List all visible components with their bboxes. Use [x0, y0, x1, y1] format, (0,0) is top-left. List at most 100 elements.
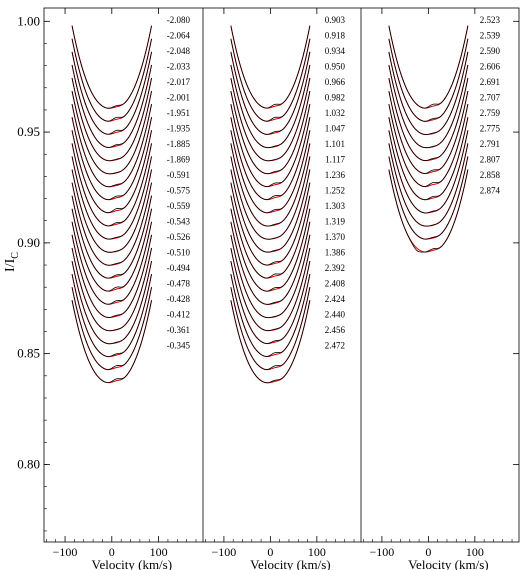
- panel-frames: [43, 7, 520, 543]
- phase-label: 1.047: [325, 124, 346, 134]
- phase-label: 2.590: [480, 46, 501, 56]
- model-profile: [230, 260, 311, 345]
- phase-label: -0.543: [167, 217, 191, 227]
- phase-labels: -2.080 -2.064 -2.048 -2.033 -2.017 -2.001 -1.9…: [167, 15, 501, 351]
- phase-label: 1.252: [325, 186, 345, 196]
- observed-profile: [230, 195, 311, 279]
- observed-profile: [71, 51, 152, 135]
- observed-profile: [71, 117, 152, 201]
- phase-label: 1.303: [325, 201, 346, 211]
- y-tick-label: 1.00: [17, 13, 40, 28]
- observed-profile: [71, 274, 152, 358]
- phase-label: -0.478: [167, 279, 191, 289]
- observed-profile: [230, 25, 311, 109]
- y-axis-label: I/IC: [3, 252, 21, 272]
- observed-profile: [230, 300, 311, 384]
- model-profile: [71, 104, 153, 188]
- model-profile: [388, 38, 469, 122]
- phase-label: 2.791: [480, 139, 500, 149]
- y-tick-label: 0.90: [17, 235, 40, 250]
- observed-profile: [388, 64, 469, 149]
- phase-label: 2.523: [480, 15, 501, 25]
- observed-profile: [71, 77, 152, 162]
- phase-label: 2.539: [480, 31, 501, 41]
- phase-label: -0.428: [167, 294, 191, 304]
- observed-profile: [230, 64, 311, 149]
- phase-label: 2.759: [480, 108, 501, 118]
- phase-label: -2.033: [167, 62, 191, 72]
- observed-profile: [71, 130, 152, 214]
- model-profile: [71, 130, 153, 214]
- observed-profile: [388, 130, 469, 214]
- phase-label: 2.424: [325, 294, 346, 304]
- phase-label: 2.440: [325, 310, 346, 320]
- model-profile: [388, 104, 469, 188]
- model-profile: [230, 182, 311, 266]
- x-axis-label: Velocity (km/s): [408, 557, 489, 570]
- y-tick-label: 0.85: [17, 346, 40, 361]
- x-tick-label: −100: [53, 545, 78, 559]
- model-profile: [388, 169, 469, 253]
- phase-label: 0.903: [325, 15, 346, 25]
- model-profile: [230, 195, 311, 279]
- line-profiles: [71, 25, 469, 384]
- phase-label: 2.874: [480, 186, 501, 196]
- model-profile: [71, 287, 153, 371]
- phase-label: 2.691: [480, 77, 500, 87]
- model-profile: [71, 300, 153, 384]
- observed-profile: [71, 169, 152, 253]
- observed-profile: [71, 64, 152, 148]
- model-profile: [230, 130, 311, 214]
- phase-label: -0.412: [167, 310, 190, 320]
- observed-profile: [71, 195, 152, 279]
- observed-profile: [71, 38, 152, 122]
- model-profile: [71, 64, 153, 148]
- phase-label: 2.807: [480, 155, 501, 165]
- model-profile: [230, 274, 311, 358]
- phase-label: 0.918: [325, 31, 346, 41]
- model-profile: [388, 90, 469, 175]
- observed-profile: [230, 221, 311, 305]
- observed-profile: [71, 143, 152, 227]
- model-profile: [388, 77, 469, 162]
- observed-profile: [71, 234, 152, 318]
- observed-profile: [388, 91, 469, 174]
- phase-label: -1.951: [167, 108, 190, 118]
- phase-label: 1.032: [325, 108, 345, 118]
- observed-profile: [388, 117, 469, 201]
- phase-label: 1.236: [325, 170, 346, 180]
- model-profile: [230, 51, 311, 135]
- phase-label: -0.591: [167, 170, 190, 180]
- x-tick-label: 0: [109, 545, 115, 559]
- model-profile: [388, 130, 469, 214]
- observed-profile: [230, 169, 311, 253]
- observed-profile: [388, 104, 469, 187]
- observed-profile: [230, 260, 311, 344]
- observed-profile: [71, 300, 152, 384]
- observed-profile: [230, 77, 311, 162]
- phase-label: 0.966: [325, 77, 346, 87]
- x-tick-label: 0: [267, 545, 273, 559]
- model-profile: [230, 90, 311, 175]
- model-profile: [71, 195, 153, 279]
- phase-label: -2.048: [167, 46, 191, 56]
- observed-profile: [230, 104, 311, 187]
- observed-profile: [71, 182, 152, 266]
- model-profile: [388, 25, 469, 109]
- observed-profile: [230, 287, 311, 370]
- model-profile: [388, 117, 469, 201]
- model-profile: [71, 25, 153, 109]
- observed-profile: [71, 287, 152, 370]
- phase-label: -0.361: [167, 325, 190, 335]
- model-profile: [230, 300, 311, 384]
- model-profile: [230, 38, 311, 122]
- y-axis-label-subscript: C: [10, 252, 21, 259]
- observed-profile: [230, 182, 311, 266]
- phase-label: -1.869: [167, 155, 191, 165]
- phase-label: 1.370: [325, 232, 346, 242]
- x-tick-label: 100: [308, 545, 326, 559]
- observed-profile: [230, 38, 311, 122]
- model-profile: [71, 143, 153, 227]
